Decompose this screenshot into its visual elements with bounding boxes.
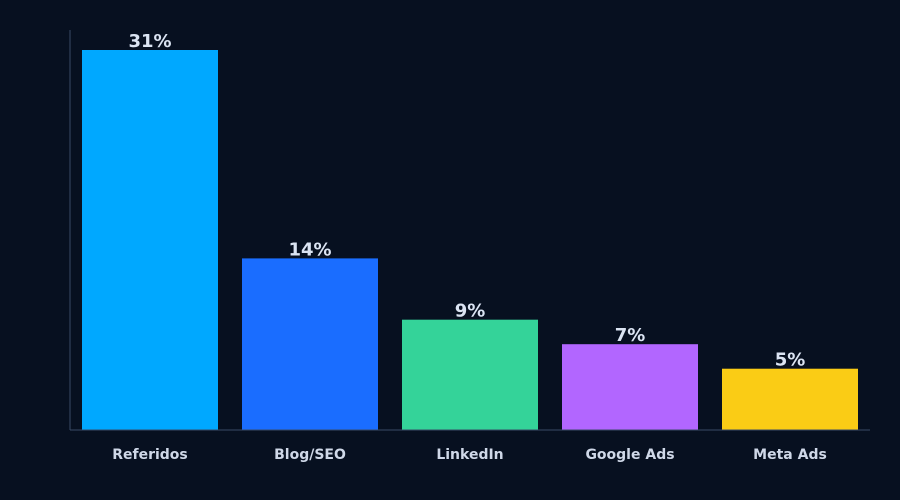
bar-blog-seo <box>242 258 378 430</box>
x-tick-label: Blog/SEO <box>274 447 346 463</box>
value-label: 9% <box>455 301 486 322</box>
bar-linkedin <box>402 319 538 430</box>
value-label: 5% <box>775 350 806 371</box>
value-label: 31% <box>128 31 171 52</box>
x-tick-label: Meta Ads <box>753 447 827 463</box>
value-labels-layer: 31% 14% 9% 7% 5% <box>128 31 805 371</box>
value-label: 14% <box>288 239 331 260</box>
bar-referidos <box>82 50 218 430</box>
x-tick-label: LinkedIn <box>436 447 503 463</box>
x-tick-labels-layer: Referidos Blog/SEO LinkedIn Google Ads Meta … <box>112 447 827 463</box>
bar-google-ads <box>562 344 698 430</box>
bar-meta-ads <box>722 368 858 430</box>
x-tick-label: Referidos <box>112 447 188 463</box>
x-tick-label: Google Ads <box>585 447 674 463</box>
value-label: 7% <box>615 325 646 346</box>
bars-layer <box>82 50 858 430</box>
